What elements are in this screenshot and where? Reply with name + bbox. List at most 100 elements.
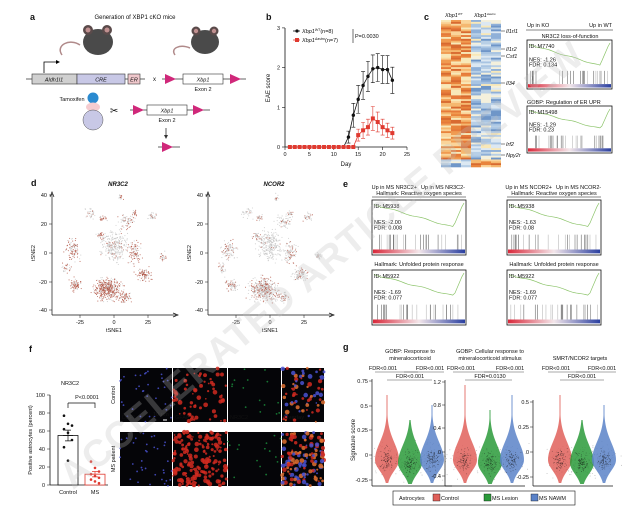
cell-point	[304, 215, 306, 217]
cell-point	[68, 270, 70, 272]
cell-point	[253, 286, 255, 288]
heatmap-cell	[481, 106, 491, 109]
cell-point	[306, 218, 308, 220]
heatmap-cell	[471, 99, 481, 102]
cell-point	[110, 288, 112, 290]
cell-point	[278, 216, 280, 218]
cell-point	[143, 279, 145, 281]
cell-point	[276, 198, 278, 200]
cell-point	[125, 292, 127, 294]
cell-point	[130, 256, 132, 258]
heatmap-cell	[461, 161, 471, 164]
data-point-ko	[326, 145, 331, 149]
cell-point	[254, 234, 256, 236]
cell-point	[122, 257, 124, 260]
cell-point	[69, 244, 71, 246]
cell-point	[98, 290, 101, 292]
heatmap-cell	[481, 123, 491, 126]
cell-point	[297, 273, 299, 275]
cell-point	[271, 247, 273, 249]
cell-point	[116, 289, 119, 291]
gsea-nes: NES: -1.69	[374, 290, 401, 296]
cell-point	[70, 249, 72, 251]
cell-point	[133, 254, 136, 256]
cell-point	[127, 262, 129, 264]
heatmap-cell	[471, 123, 481, 126]
cell-point	[265, 299, 267, 301]
cell-point	[116, 249, 118, 251]
cell-point	[271, 234, 273, 236]
heatmap-cell	[481, 134, 491, 138]
cell-point	[75, 283, 77, 285]
cell-point	[259, 291, 261, 293]
cell-point	[256, 216, 258, 218]
cell-point	[70, 287, 72, 289]
cell-point	[221, 265, 223, 267]
heatmap-cell	[461, 108, 471, 111]
row-label: MS patient	[111, 445, 117, 472]
cell-point	[271, 292, 273, 294]
heatmap-cell	[491, 127, 501, 130]
cell-point	[122, 301, 125, 303]
cell-point	[150, 274, 152, 276]
cell-point	[277, 294, 279, 296]
cell-point	[263, 278, 265, 280]
cell-point	[254, 243, 256, 245]
heatmap-cell	[451, 127, 461, 130]
cell-point	[120, 195, 122, 197]
cell-point	[255, 248, 257, 250]
data-point-ko	[346, 145, 351, 149]
micrograph-dapi	[119, 432, 173, 487]
cell-point	[93, 288, 95, 290]
cell-point	[119, 242, 121, 244]
cell-point	[73, 254, 75, 256]
cell-point	[277, 282, 279, 284]
gene-label: Il1rl1	[506, 29, 518, 35]
cell-point	[307, 216, 309, 218]
cell-point	[251, 295, 253, 297]
cell-point	[223, 252, 225, 254]
cell-point	[258, 241, 260, 243]
p-value: P<0.0001	[75, 395, 99, 401]
cell-point	[111, 284, 113, 287]
data-point-ko	[297, 145, 302, 149]
cell-point	[234, 287, 236, 289]
cell-point	[117, 285, 119, 287]
cell-point	[94, 215, 96, 217]
cell-point	[289, 216, 291, 219]
heatmap-cell	[461, 61, 471, 64]
cell-point	[266, 252, 268, 254]
heatmap-cell	[471, 119, 481, 123]
cell-point	[110, 253, 112, 255]
cell-point	[245, 297, 247, 299]
cell-point	[107, 291, 109, 293]
heatmap-cell	[491, 50, 501, 53]
cell-point	[121, 294, 123, 296]
cell-point	[226, 252, 228, 255]
cell-point	[119, 292, 121, 294]
cell-point	[280, 217, 282, 219]
cell-point	[110, 298, 112, 300]
cell-point	[122, 221, 125, 223]
heatmap-cell	[471, 70, 481, 74]
cell-point	[290, 219, 292, 221]
cell-point	[64, 266, 66, 268]
cell-point	[248, 289, 250, 291]
heatmap-cell	[471, 44, 481, 47]
cell-point	[268, 286, 270, 288]
cell-point	[113, 293, 115, 295]
cell-point	[66, 272, 68, 274]
cell-point	[77, 284, 79, 286]
cell-point	[274, 262, 276, 264]
cell-point	[263, 288, 265, 290]
cell-point	[270, 247, 272, 250]
heatmap-cell	[491, 21, 501, 25]
heatmap-cell	[481, 20, 491, 23]
rank-gradient	[528, 148, 611, 152]
cell-point	[162, 255, 164, 257]
cell-point	[107, 235, 109, 237]
gsea-title: Hallmark: Unfolded protein response	[374, 262, 463, 268]
cell-point	[76, 288, 78, 290]
cell-point	[247, 282, 249, 285]
cell-point	[98, 280, 100, 282]
